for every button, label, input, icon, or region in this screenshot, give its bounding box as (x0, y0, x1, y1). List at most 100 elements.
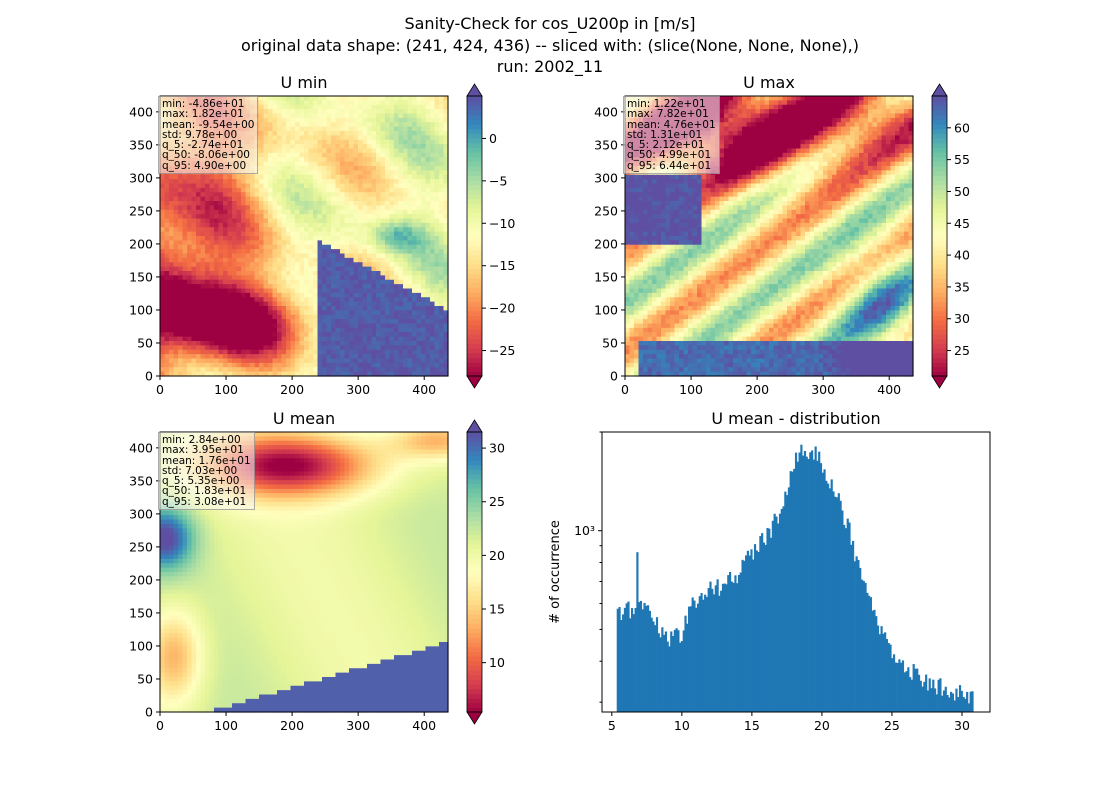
heatmap-cell (169, 349, 175, 355)
colorbar-segment (467, 310, 482, 316)
heatmap-cell (173, 284, 179, 290)
heatmap-cell (281, 301, 287, 307)
heatmap-cell (385, 192, 391, 198)
heatmap-cell (385, 262, 391, 268)
heatmap-cell (178, 319, 184, 325)
heatmap-cell (232, 249, 238, 255)
heatmap-cell (286, 275, 292, 281)
heatmap-cell (254, 327, 260, 333)
colorbar-segment (467, 212, 482, 218)
heatmap-cell (281, 227, 287, 233)
heatmap-cell (394, 314, 400, 320)
heatmap-cell (254, 310, 260, 316)
heatmap-cell (236, 222, 242, 228)
heatmap-cell (317, 345, 323, 351)
heatmap-cell (430, 117, 436, 123)
heatmap-cell (304, 240, 310, 246)
heatmap-cell (389, 152, 395, 158)
heatmap-cell (263, 336, 269, 342)
heatmap-cell (286, 227, 292, 233)
heatmap-cell (182, 249, 188, 255)
heatmap-cell (349, 109, 355, 115)
heatmap-cell (272, 174, 278, 180)
heatmap-cell (340, 139, 346, 145)
heatmap-cell (421, 135, 427, 141)
heatmap-cell (308, 271, 314, 276)
heatmap-cell (376, 362, 382, 368)
heatmap-cell (358, 144, 364, 150)
heatmap-cell (259, 117, 265, 123)
heatmap-cell (358, 179, 364, 185)
heatmap-cell (353, 288, 359, 294)
heatmap-cell (164, 362, 170, 368)
heatmap-cell (371, 262, 377, 268)
heatmap-cell (398, 135, 404, 141)
heatmap-cell (209, 362, 215, 368)
heatmap-cell (398, 209, 404, 215)
heatmap-cell (362, 275, 368, 281)
heatmap-cell (263, 257, 269, 263)
heatmap-cell (430, 292, 436, 298)
heatmap-cell (191, 367, 197, 373)
heatmap-cell (196, 354, 202, 360)
heatmap-cell (209, 301, 215, 307)
heatmap-cell (313, 253, 319, 259)
heatmap-cell (358, 187, 364, 193)
heatmap-cell (421, 109, 427, 115)
heatmap-cell (236, 284, 242, 290)
heatmap-cell (196, 187, 202, 193)
heatmap-cell (241, 214, 247, 220)
heatmap-cell (313, 297, 319, 303)
heatmap-cell (178, 367, 184, 373)
heatmap-cell (434, 113, 440, 119)
heatmap-cell (200, 349, 206, 355)
heatmap-cell (371, 192, 377, 198)
colorbar-segment (467, 128, 482, 134)
heatmap-cell (263, 362, 269, 368)
heatmap-cell (340, 144, 346, 150)
heatmap-cell (290, 222, 296, 228)
heatmap-cell (380, 222, 386, 228)
heatmap-cell (340, 100, 346, 106)
heatmap-cell (434, 271, 440, 276)
heatmap-cell (178, 201, 184, 206)
heatmap-cell (439, 122, 445, 128)
heatmap-cell (196, 332, 202, 338)
heatmap-cell (214, 310, 220, 316)
heatmap-cell (317, 332, 323, 338)
heatmap-cell (407, 332, 413, 338)
heatmap-cell (389, 139, 395, 145)
heatmap-cell (299, 157, 305, 163)
heatmap-cell (254, 345, 260, 351)
heatmap-cell (317, 284, 323, 290)
heatmap-cell (349, 319, 355, 325)
heatmap-cell (367, 170, 373, 176)
heatmap-cell (272, 205, 278, 211)
heatmap-cell (322, 336, 328, 342)
heatmap-cell (317, 209, 323, 215)
heatmap-cell (232, 183, 238, 189)
heatmap-cell (295, 292, 301, 298)
heatmap-cell (412, 323, 418, 329)
heatmap-cell (340, 183, 346, 189)
heatmap-cell (250, 227, 256, 233)
heatmap-cell (331, 144, 337, 150)
heatmap-cell (286, 284, 292, 290)
heatmap-cell (227, 327, 233, 333)
heatmap-cell (380, 341, 386, 346)
heatmap-cell (299, 201, 305, 206)
heatmap-cell (295, 174, 301, 180)
heatmap-cell (182, 310, 188, 316)
heatmap-cell (290, 214, 296, 220)
heatmap-cell (389, 306, 395, 311)
heatmap-cell (259, 275, 265, 281)
heatmap-cell (173, 310, 179, 316)
heatmap-cell (299, 96, 305, 101)
heatmap-cell (236, 358, 242, 364)
heatmap-cell (331, 196, 337, 202)
heatmap-cell (268, 161, 274, 167)
heatmap-cell (187, 240, 193, 246)
heatmap-cell (187, 262, 193, 268)
heatmap-cell (385, 161, 391, 167)
heatmap-cell (286, 358, 292, 364)
